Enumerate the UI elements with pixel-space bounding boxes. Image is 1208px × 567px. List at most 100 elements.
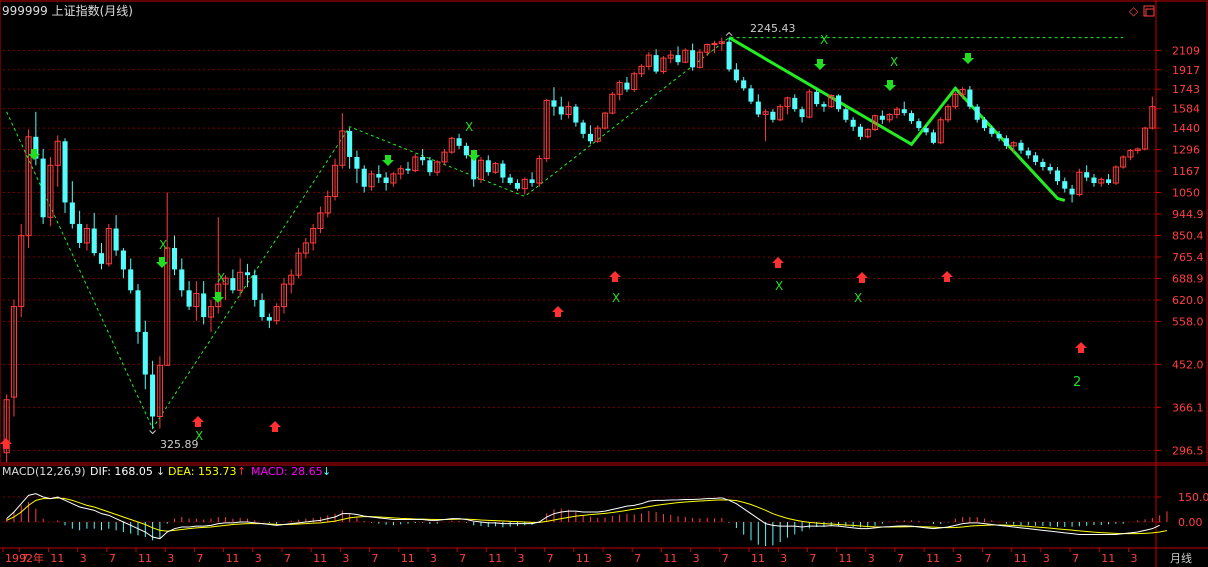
time-axis-label: 3 [1043, 552, 1050, 565]
x-mark: X [217, 271, 225, 285]
candle-body [434, 161, 441, 173]
price-axis-label: 765.4 [1172, 251, 1204, 264]
candle-body [908, 113, 915, 122]
candle-body [828, 94, 835, 108]
sell-arrow-icon [814, 59, 826, 70]
candle-body [280, 283, 288, 308]
candle-body [302, 242, 309, 254]
sell-arrow-icon [884, 80, 896, 91]
candle-body [1134, 148, 1141, 152]
time-axis-label: 7 [109, 552, 116, 565]
buy-arrow-icon [941, 271, 953, 282]
candle-body [711, 43, 718, 46]
candle-body [230, 278, 236, 291]
macd-value: MACD: 28.65 [251, 465, 323, 478]
sell-arrow-icon [28, 149, 40, 160]
dea-line [6, 497, 1168, 535]
sell-arrow-icon [468, 150, 480, 161]
x-mark: X [159, 238, 167, 252]
candle-body [368, 173, 375, 188]
candle-body [18, 235, 25, 308]
candle-body [748, 88, 754, 102]
candle-body [150, 374, 156, 417]
candle-body [207, 306, 215, 318]
price-axis-label: 850.4 [1172, 229, 1204, 242]
candle-body [1141, 127, 1149, 150]
buy-arrow-icon [772, 257, 784, 268]
candle-body [156, 364, 163, 418]
high-annotation: 2245.43 [750, 22, 796, 35]
price-axis-label: 944.9 [1172, 208, 1204, 221]
candle-body [974, 106, 980, 120]
candle-body [624, 82, 630, 90]
candle-body [521, 178, 528, 190]
candle-body [733, 69, 739, 81]
candle-body [609, 93, 616, 114]
time-axis-label: 7 [459, 552, 466, 565]
candle-body [105, 228, 112, 265]
time-axis-label: 11 [50, 552, 64, 565]
candle-body [660, 57, 667, 73]
candle-body [1033, 155, 1039, 162]
price-axis-label: 1296 [1172, 144, 1200, 157]
candle-body [543, 99, 550, 160]
candle-body [427, 160, 433, 173]
time-axis-label: 3 [693, 552, 700, 565]
x-mark: X [465, 120, 473, 134]
time-axis-label: 7 [985, 552, 992, 565]
candle-body [171, 247, 178, 270]
candle-body [10, 306, 18, 398]
x-mark: X [890, 55, 898, 69]
candle-body [1098, 178, 1105, 184]
time-axis-label: 3 [167, 552, 174, 565]
candle-body [857, 126, 864, 137]
candle-body [1076, 171, 1083, 195]
window-icon [1145, 8, 1155, 17]
candle-body [690, 50, 696, 68]
candle-body [741, 80, 747, 89]
candle-body [54, 140, 61, 166]
time-axis-label: 3 [80, 552, 87, 565]
high-marker-icon [725, 31, 733, 36]
time-axis-label: 7 [722, 552, 729, 565]
macd-axis-label: 0.00 [1178, 516, 1203, 529]
time-axis-label: 1992年 [5, 551, 44, 565]
candle-body [893, 108, 900, 115]
time-axis-label: 11 [663, 552, 677, 565]
candle-body [222, 277, 229, 285]
candle-body [864, 129, 871, 138]
price-axis-label: 1743 [1172, 83, 1200, 96]
time-axis-label: 3 [430, 552, 437, 565]
candle-body [376, 173, 382, 178]
wave-lines [6, 36, 1124, 430]
candle-body [631, 73, 638, 91]
candle-body [120, 250, 126, 270]
price-axis-label: 688.9 [1172, 272, 1204, 285]
candle-body [726, 41, 732, 70]
sell-arrow-icon [382, 155, 394, 166]
time-axis-label: 3 [517, 552, 524, 565]
restore-icon[interactable]: ◇ [1129, 4, 1139, 18]
candle-body [1069, 188, 1075, 195]
buy-arrow-icon [269, 421, 281, 432]
candle-body [529, 179, 535, 184]
candle-body [62, 141, 68, 203]
candle-body [113, 228, 119, 251]
time-axis-label: 7 [21, 552, 28, 565]
time-axis-label: 3 [255, 552, 262, 565]
candle-body [186, 290, 192, 307]
candle-body [448, 137, 455, 153]
candle-body [244, 272, 251, 276]
candle-body [901, 109, 907, 114]
candle-body [1149, 106, 1156, 129]
candle-body [456, 138, 462, 146]
price-axis-label: 1917 [1172, 64, 1200, 77]
candle-body [1127, 150, 1134, 158]
candle-body [762, 111, 769, 115]
macd-arrow: ↓ [322, 465, 331, 478]
candle-body [69, 202, 75, 224]
chart-title: 999999 上证指数(月线) [2, 3, 133, 18]
candle-body [558, 106, 564, 115]
candle-body [361, 168, 367, 187]
